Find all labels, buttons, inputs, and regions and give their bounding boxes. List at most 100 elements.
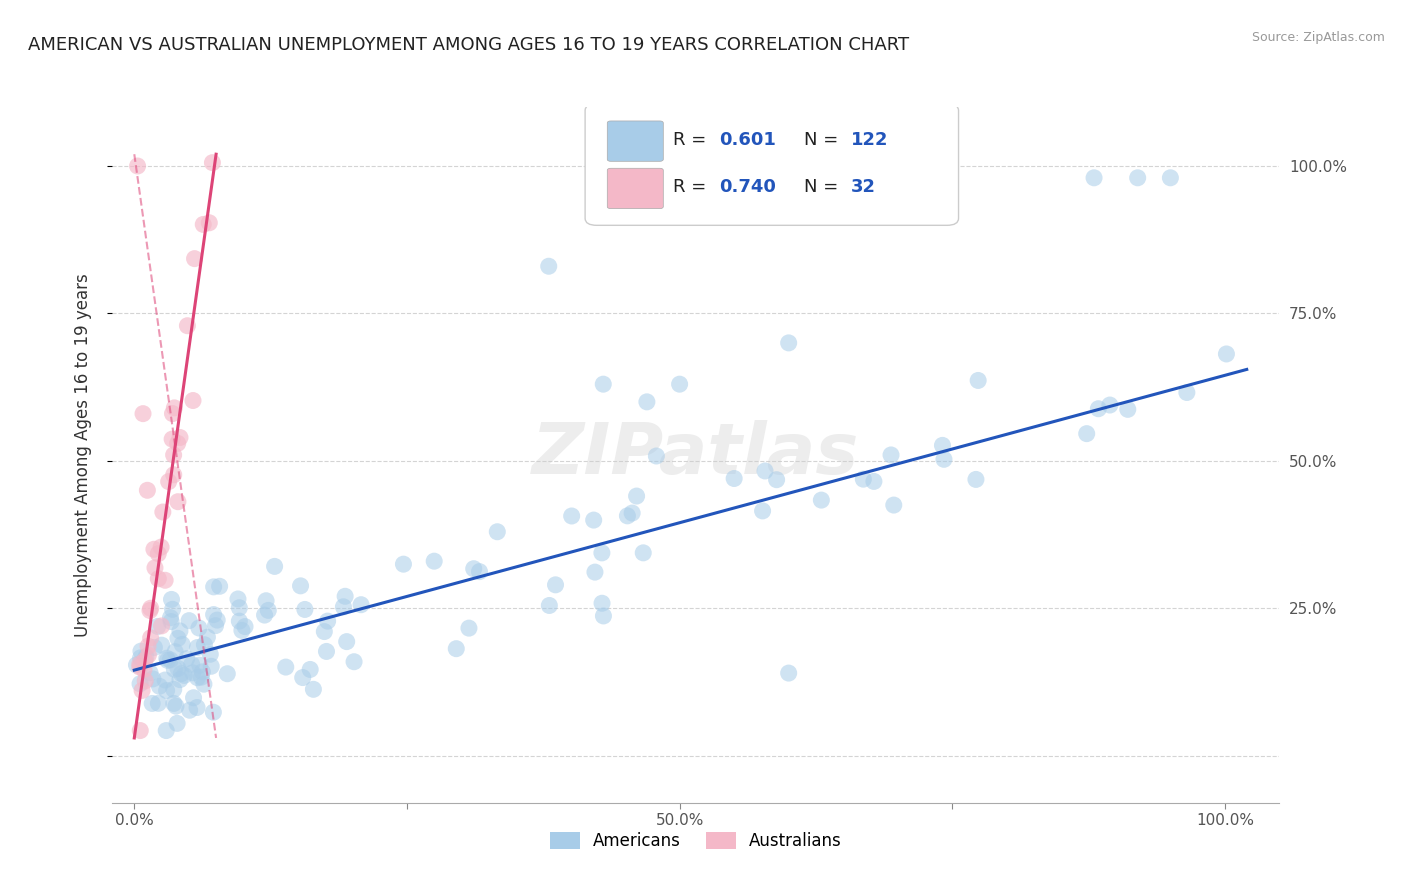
Point — [153, 673, 176, 687]
Point — [167, 661, 190, 675]
Point — [163, 682, 186, 697]
Point — [163, 697, 186, 711]
Point — [778, 666, 800, 681]
Point — [188, 658, 211, 673]
Point — [1083, 170, 1105, 185]
Point — [176, 651, 198, 665]
Point — [299, 663, 322, 677]
Point — [186, 671, 208, 685]
Point — [631, 546, 654, 560]
Point — [183, 690, 205, 705]
Point — [197, 630, 219, 644]
Point — [148, 679, 170, 693]
Text: 122: 122 — [851, 131, 889, 149]
Point — [169, 673, 191, 687]
Point — [186, 700, 208, 714]
Point — [463, 562, 485, 576]
Point — [129, 644, 152, 658]
Point — [191, 665, 214, 679]
Point — [170, 666, 193, 681]
Point — [592, 377, 614, 392]
Point — [132, 662, 155, 676]
Point — [290, 579, 312, 593]
Point — [160, 615, 183, 629]
Point — [274, 660, 297, 674]
Point — [333, 589, 356, 603]
Point — [159, 653, 181, 667]
Point — [537, 259, 560, 273]
Point — [148, 547, 170, 561]
FancyBboxPatch shape — [585, 103, 959, 226]
Point — [134, 673, 156, 688]
Point — [139, 631, 162, 645]
Point — [636, 395, 658, 409]
Point — [193, 677, 215, 691]
Text: R =: R = — [672, 178, 711, 196]
Point — [645, 449, 668, 463]
Point — [156, 653, 179, 667]
Point — [314, 624, 336, 639]
Point — [343, 655, 366, 669]
Point — [134, 653, 156, 667]
Point — [139, 665, 162, 680]
Legend: Americans, Australians: Americans, Australians — [543, 826, 849, 857]
FancyBboxPatch shape — [607, 169, 664, 209]
Point — [128, 660, 150, 674]
Point — [169, 430, 191, 444]
Point — [967, 374, 990, 388]
Point — [208, 579, 231, 593]
Point — [1098, 398, 1121, 412]
Point — [254, 593, 277, 607]
Point — [486, 524, 509, 539]
Point — [150, 638, 173, 652]
Point — [198, 216, 221, 230]
Point — [201, 155, 224, 169]
Point — [128, 657, 150, 671]
Text: R =: R = — [672, 131, 711, 149]
Point — [931, 438, 953, 452]
Point — [132, 407, 155, 421]
Point — [754, 464, 776, 478]
Point — [167, 494, 190, 508]
Point — [205, 613, 228, 627]
Point — [336, 634, 359, 648]
Point — [332, 599, 354, 614]
Point — [592, 609, 614, 624]
Point — [166, 716, 188, 731]
Point — [155, 683, 177, 698]
Point — [350, 598, 373, 612]
Point — [129, 723, 152, 738]
Point — [142, 542, 165, 557]
Point — [193, 638, 215, 652]
Point — [621, 506, 644, 520]
Point — [315, 644, 337, 658]
Point — [217, 666, 239, 681]
Point — [186, 640, 208, 655]
Point — [188, 621, 211, 635]
Point — [162, 602, 184, 616]
Point — [131, 683, 153, 698]
Point — [155, 723, 177, 738]
Point — [152, 505, 174, 519]
Point — [316, 614, 339, 628]
Point — [616, 508, 638, 523]
Point — [1116, 402, 1139, 417]
Point — [193, 218, 215, 232]
Point — [181, 665, 204, 680]
FancyBboxPatch shape — [607, 121, 664, 161]
Point — [228, 614, 250, 628]
Point — [200, 647, 222, 661]
Point — [143, 561, 166, 575]
Point — [162, 448, 184, 462]
Text: N =: N = — [804, 178, 851, 196]
Point — [159, 610, 181, 624]
Point — [148, 696, 170, 710]
Point — [863, 475, 886, 489]
Point — [163, 401, 186, 415]
Point — [852, 472, 875, 486]
Point — [157, 475, 180, 489]
Point — [127, 159, 149, 173]
Point — [583, 565, 606, 579]
Point — [139, 603, 162, 617]
Point — [253, 608, 276, 623]
